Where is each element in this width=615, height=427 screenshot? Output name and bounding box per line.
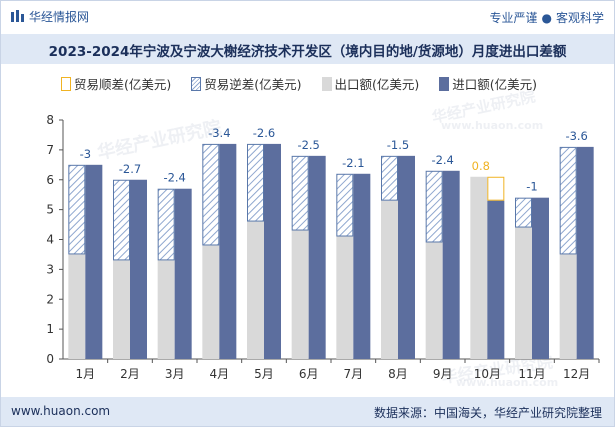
export-bar [291, 230, 309, 359]
deficit-label: -3.6 [565, 129, 587, 143]
legend-swatch-imports [439, 77, 450, 91]
deficit-label: -2.4 [163, 171, 185, 185]
deficit-bar [157, 188, 175, 261]
import-bar [353, 173, 371, 359]
deficit-bar [425, 170, 443, 243]
y-tick-label: 0 [46, 352, 54, 366]
legend-label-surplus: 贸易顺差(亿美元) [74, 77, 172, 92]
deficit-bar [381, 155, 398, 201]
bar-chart: 0 1 2 3 4 5 6 7 8 -3 1月 -2.7 2月 -2.4 3月 -3.4 4月 -2.6 5月 -2.… [46, 113, 600, 381]
deficit-label: -2.7 [119, 162, 141, 176]
y-tick-label: 2 [46, 292, 54, 306]
x-tick-label: 3月 [165, 367, 185, 381]
deficit-label: -2.6 [253, 126, 275, 140]
x-tick-label: 1月 [76, 367, 96, 381]
tagline-left: 专业严谨 [489, 11, 538, 25]
brand-name: 华经情报网 [29, 10, 90, 24]
deficit-label: -1.5 [387, 138, 409, 152]
import-bar [219, 143, 237, 359]
import-bar [264, 143, 281, 359]
x-tick-label: 7月 [344, 367, 364, 381]
deficit-label: -2.4 [431, 153, 453, 167]
import-bar [532, 197, 549, 359]
y-tick-label: 8 [46, 113, 54, 127]
tagline: 专业严谨 ● 客观科学 [489, 9, 604, 26]
legend-swatch-surplus [61, 77, 71, 91]
deficit-bar [559, 146, 577, 255]
import-bar [174, 188, 192, 359]
legend-label-exports: 出口额(亿美元) [334, 77, 420, 92]
legend-item-imports: 进口额(亿美元) [439, 74, 537, 93]
footer-url: www.huaon.com [11, 404, 111, 418]
surplus-label: 0.8 [472, 159, 490, 173]
deficit-bar [68, 164, 86, 255]
legend-label-deficit: 贸易逆差(亿美元) [204, 77, 302, 92]
deficit-bar [247, 143, 264, 222]
deficit-bar [336, 173, 354, 237]
export-bar [202, 245, 220, 359]
y-tick-label: 6 [46, 173, 54, 187]
export-bar [425, 242, 443, 359]
x-tick-label: 4月 [210, 367, 230, 381]
x-tick-label: 9月 [433, 367, 453, 381]
deficit-bar [202, 143, 220, 246]
export-bar [559, 254, 577, 359]
y-tick-label: 1 [46, 322, 54, 336]
legend-label-imports: 进口额(亿美元) [452, 77, 538, 92]
import-bar [576, 146, 594, 359]
export-bar [68, 254, 86, 359]
import-bar [308, 155, 326, 359]
top-bar: 华经情报网 专业严谨 ● 客观科学 [1, 1, 614, 31]
import-bar [398, 155, 415, 359]
x-tick-label: 11月 [518, 367, 545, 381]
title-bar: 2023-2024年宁波及宁波大榭经济技术开发区（境内目的地/货源地）月度进出口… [1, 34, 614, 64]
import-bar [442, 170, 460, 359]
chart-title: 2023-2024年宁波及宁波大榭经济技术开发区（境内目的地/货源地）月度进出口… [48, 44, 567, 60]
export-bar [157, 260, 175, 359]
tagline-dot: ● [541, 11, 552, 25]
x-tick-label: 2月 [120, 367, 140, 381]
x-tick-label: 8月 [388, 367, 408, 381]
export-bar [247, 221, 264, 359]
export-bar [470, 176, 488, 359]
legend-item-surplus: 贸易顺差(亿美元) [61, 74, 171, 93]
export-bar [113, 260, 130, 359]
deficit-bar [113, 179, 130, 261]
brand-logo-icon [11, 10, 24, 22]
deficit-label: -3 [80, 147, 91, 161]
y-tick-label: 7 [46, 143, 54, 157]
brand: 华经情报网 [11, 8, 89, 25]
deficit-bar [291, 155, 309, 231]
export-bar [381, 200, 398, 359]
import-bar [487, 200, 505, 359]
legend-item-deficit: 贸易逆差(亿美元) [191, 74, 302, 93]
chart-legend: 贸易顺差(亿美元) 贸易逆差(亿美元) 出口额(亿美元) 进口额(亿美元) [61, 74, 553, 94]
legend-item-exports: 出口额(亿美元) [321, 74, 420, 93]
tagline-right: 客观科学 [555, 11, 604, 25]
footer-bar: www.huaon.com 数据来源：中国海关，华经产业研究院整理 [1, 397, 614, 426]
deficit-bar [515, 197, 532, 228]
import-bar [85, 164, 103, 359]
y-tick-label: 5 [46, 203, 54, 217]
footer-source: 数据来源：中国海关，华经产业研究院整理 [373, 406, 602, 420]
export-bar [515, 227, 532, 359]
deficit-label: -1 [526, 180, 537, 194]
surplus-bar [487, 176, 505, 201]
legend-swatch-exports [321, 77, 332, 91]
deficit-label: -3.4 [208, 126, 230, 140]
deficit-label: -2.1 [342, 156, 364, 170]
x-tick-label: 10月 [474, 367, 501, 381]
y-tick-label: 4 [46, 233, 54, 247]
legend-swatch-deficit [191, 77, 202, 91]
deficit-label: -2.5 [297, 138, 319, 152]
x-tick-label: 5月 [254, 367, 274, 381]
x-tick-label: 12月 [563, 367, 590, 381]
y-tick-label: 3 [46, 262, 54, 276]
export-bar [336, 236, 354, 359]
import-bar [130, 179, 147, 359]
x-tick-label: 6月 [299, 367, 319, 381]
